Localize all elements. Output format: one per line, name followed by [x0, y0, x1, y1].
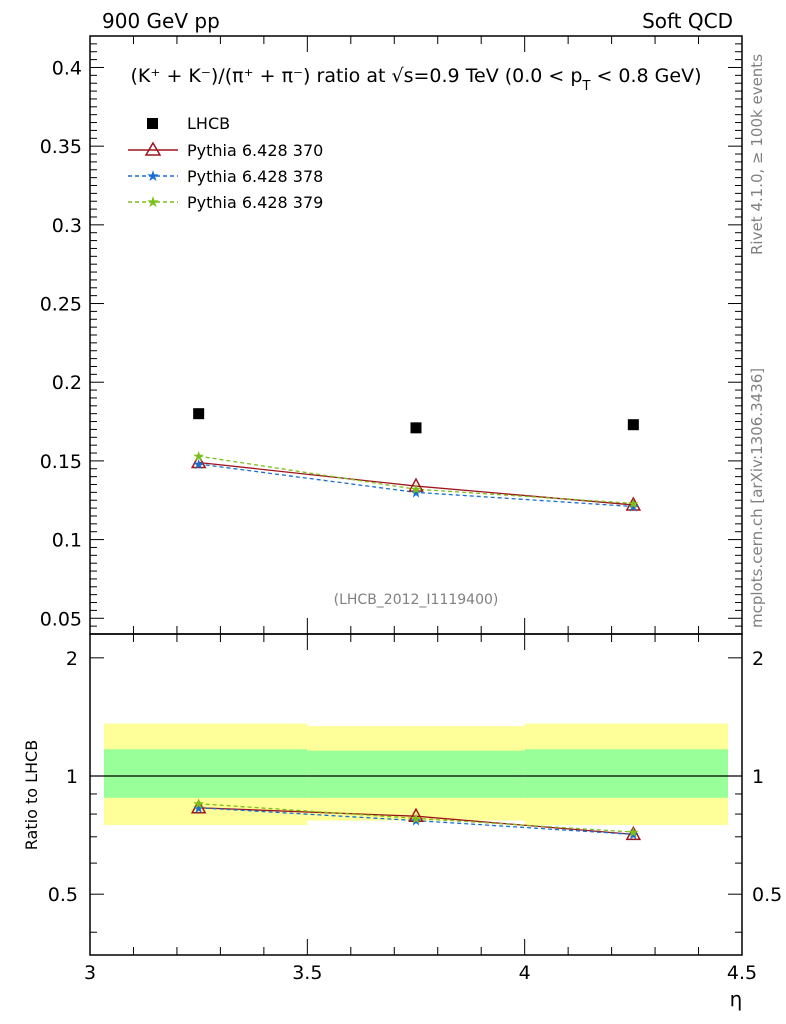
ratio-marker-379: ★ [192, 797, 205, 813]
x-tick-labels: 3 3.5 4 4.5 [84, 962, 757, 984]
legend-marker-379: ★ [146, 193, 159, 211]
ratio-marker-378: ★ [627, 827, 640, 843]
main-y-tick-label: 0.05 [40, 608, 82, 630]
ratio-line-379 [198, 803, 634, 833]
lhcb-data-point [410, 422, 422, 434]
main-y-tick-label: 0.1 [52, 530, 82, 552]
legend-label-lhcb: LHCB [187, 114, 230, 133]
ratio-band-inner [104, 749, 308, 798]
lhcb-data-point [627, 419, 639, 431]
rivet-version-text: Rivet 4.1.0, ≥ 100k events [748, 54, 766, 255]
x-tick-label: 4.5 [727, 962, 757, 984]
main-marker-379: ★ [410, 482, 423, 498]
mcplots-reference-text: mcplots.cern.ch [arXiv:1306.3436] [748, 368, 766, 628]
ratio-marker-379: ★ [627, 825, 640, 841]
main-marker-379: ★ [627, 496, 640, 512]
legend-marker-378: ★ [146, 167, 159, 185]
legend-label-370: Pythia 6.428 370 [187, 141, 323, 160]
main-marker-379: ★ [192, 449, 205, 465]
ratio-y-tick-labels: 0.5 0.5 1 1 2 2 [48, 648, 782, 906]
ratio-y-axis-label: Ratio to LHCB [22, 740, 41, 850]
plot-title-tail: < 0.8 GeV) [590, 65, 701, 87]
ratio-axis-ticks [89, 634, 743, 955]
plot-title: (K⁺ + K⁻)/(π⁺ + π⁻) ratio at √s=0.9 TeV … [131, 65, 702, 94]
main-y-tick-label: 0.4 [52, 57, 82, 79]
x-tick-label: 3 [84, 962, 96, 984]
ratio-frame [89, 633, 743, 956]
main-marker-378: ★ [410, 485, 423, 501]
header-right: Soft QCD [642, 9, 733, 33]
plot-title-main: (K⁺ + K⁻)/(π⁺ + π⁻) ratio at √s=0.9 TeV … [131, 65, 583, 87]
ratio-line-370 [198, 807, 634, 836]
ratio-band-inner [524, 749, 728, 798]
main-marker-370 [408, 477, 424, 492]
main-panel: 0.050.10.150.20.250.30.350.4 ★★★★★★ (K⁺ … [40, 35, 743, 635]
ratio-bands [90, 723, 742, 826]
ratio-y-tick-label-right: 2 [752, 648, 764, 670]
legend: LHCB Pythia 6.428 370 ★ Pythia 6.428 378… [128, 114, 323, 212]
main-series: ★★★★★★ [190, 408, 642, 516]
ratio-marker-379: ★ [410, 811, 423, 827]
x-axis-label: η [730, 987, 743, 1011]
main-y-tick-label: 0.35 [40, 136, 82, 158]
ratio-marker-378: ★ [410, 814, 423, 830]
main-line-379 [198, 455, 634, 505]
x-tick-label: 3.5 [292, 962, 322, 984]
ratio-series: ★★★★★★ [190, 797, 642, 843]
main-marker-378: ★ [627, 500, 640, 516]
header-left: 900 GeV pp [102, 9, 220, 33]
main-y-tick-label: 0.2 [52, 372, 82, 394]
legend-label-378: Pythia 6.428 378 [187, 167, 323, 186]
main-y-tick-label: 0.25 [40, 294, 82, 316]
ratio-band-inner [307, 750, 525, 798]
ratio-y-tick-label-right: 0.5 [752, 884, 782, 906]
legend-label-379: Pythia 6.428 379 [187, 193, 323, 212]
main-axis-ticks [89, 36, 743, 634]
main-y-tick-label: 0.15 [40, 451, 82, 473]
ratio-y-tick-label: 1 [66, 766, 78, 788]
ratio-marker-370 [408, 807, 424, 822]
main-y-tick-labels: 0.05 0.1 0.15 0.2 0.25 0.3 0.35 0.4 [40, 57, 82, 630]
main-line-378 [198, 463, 634, 508]
analysis-id: (LHCB_2012_I1119400) [334, 592, 499, 608]
x-tick-label: 4 [519, 962, 531, 984]
ratio-y-tick-label: 2 [66, 648, 78, 670]
main-marker-370 [190, 453, 207, 469]
ratio-marker-370 [190, 799, 207, 814]
main-frame [89, 35, 743, 635]
main-marker-378: ★ [192, 457, 205, 473]
ratio-marker-370 [625, 825, 642, 841]
ratio-y-tick-label: 0.5 [48, 884, 78, 906]
legend-marker-370 [144, 141, 162, 156]
ratio-panel: 0.5 0.5 1 1 2 2 3 3.5 4 4.5 ★★★★★★ Ratio to LHCB… [22, 633, 782, 1011]
main-y-tick-label: 0.3 [52, 215, 82, 237]
legend-marker-lhcb [147, 118, 158, 129]
lhcb-data-point [193, 408, 205, 420]
ratio-y-tick-label-right: 1 [752, 766, 764, 788]
ratio-marker-378: ★ [192, 801, 205, 817]
plot-title-sub: T [581, 79, 590, 94]
main-marker-370 [625, 496, 642, 511]
